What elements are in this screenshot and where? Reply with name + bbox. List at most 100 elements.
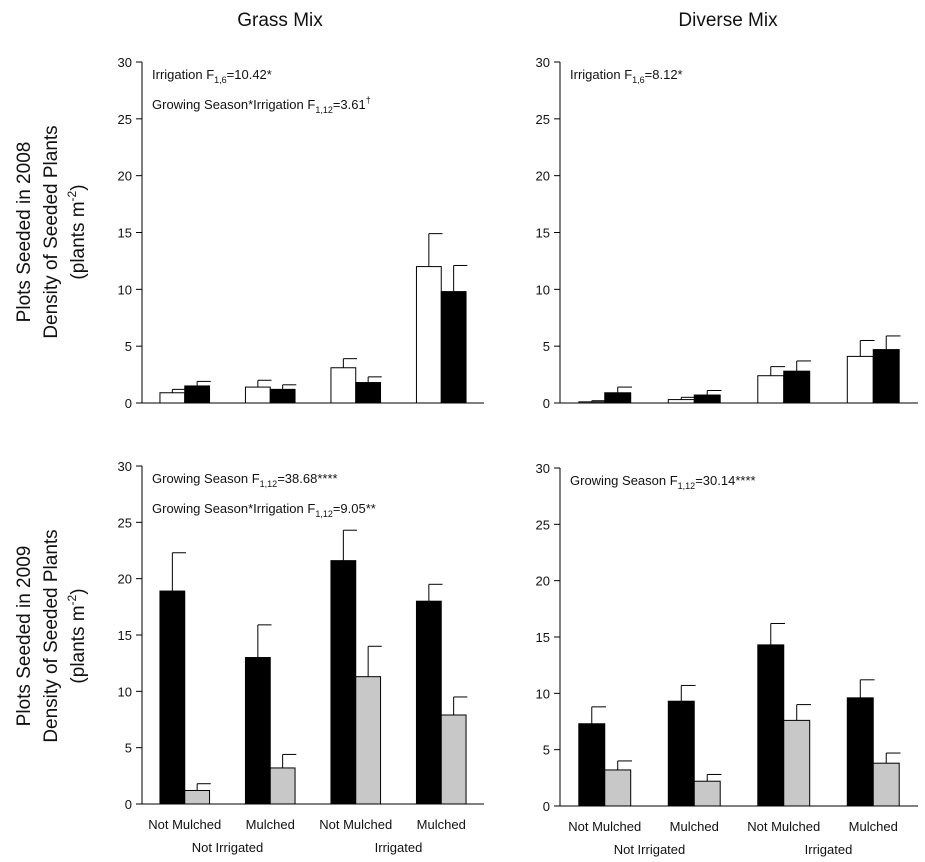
stat-annotation-part: 1,6 [632,75,645,85]
bar [578,723,606,807]
bar [355,382,382,404]
bar [783,719,811,807]
bar [693,780,721,807]
stat-annotation-part: Growing Season*Irrigation F [152,97,315,112]
y-tick-label: 5 [543,339,550,354]
bar [693,394,721,404]
y-tick-label: 5 [543,743,550,758]
y-tick-label: 20 [118,572,132,587]
chart-panel-3: 0 5 10 15 20 25 30 Growing Season F1,12=30.14**… [536,461,918,857]
bar [330,560,357,805]
stat-annotation: Growing Season*Irrigation F1,12=9.05** [152,501,376,519]
bar [783,370,811,404]
bar [330,367,357,404]
bar [415,600,442,805]
stat-annotation-part: =3.61 [333,97,366,112]
y-tick-label: 10 [536,282,550,297]
stat-annotation-part: =9.05** [333,501,376,516]
stat-annotation-part: 1,12 [678,481,696,491]
column-title-diverse-mix: Diverse Mix [678,10,778,31]
y-tick-label: 15 [536,630,550,645]
y-tick-label: 15 [118,628,132,643]
stat-annotation-part: =10.42* [227,67,272,82]
x-category-label: Not Mulched [319,817,392,832]
y-tick-label: 25 [118,112,132,127]
bar [244,657,271,805]
stat-annotation-part: 1,12 [315,509,333,519]
bar [355,676,382,805]
y-tick-label: 10 [118,684,132,699]
bar [244,386,271,404]
x-category-label: Mulched [246,817,295,832]
row-label-2009-line1: Plots Seeded in 2009 [14,546,35,727]
x-category-label: Mulched [670,819,719,834]
x-category-label: Not Mulched [148,817,221,832]
bar [757,375,785,404]
stat-annotation-part: Irrigation F [570,67,632,82]
x-category-label: Not Mulched [568,819,641,834]
bar [757,644,785,807]
stat-annotation: Growing Season*Irrigation F1,12=3.61† [152,95,371,115]
y-tick-label: 15 [118,226,132,241]
y-tick-label: 20 [536,169,550,184]
stat-annotation-part: 1,12 [260,479,278,489]
bar [846,355,874,404]
y-tick-label: 25 [118,515,132,530]
y-tick-label: 15 [536,226,550,241]
bar [269,767,296,805]
y-tick-label: 0 [543,396,550,411]
y-tick-label: 0 [125,797,132,812]
x-category-label: Not Mulched [747,819,820,834]
stat-annotation-part: 1,12 [315,105,333,115]
row-label-2008-line3: (plants m-2) [65,184,89,279]
row-label-2008-line1: Plots Seeded in 2008 [14,142,35,323]
stat-annotation-part: † [366,95,371,105]
row-label-2008-line2: Density of Seeded Plants [41,125,62,338]
bar [440,291,467,404]
y-tick-label: 10 [536,686,550,701]
x-category-label: Mulched [417,817,466,832]
bar [578,401,606,404]
x-category-label: Mulched [849,819,898,834]
y-tick-label: 5 [125,741,132,756]
chart-panels: 0 5 10 15 20 25 30 Irrigation F1,6 =10.42* Growin… [118,55,918,857]
x-group-label: Irrigated [805,842,853,857]
y-tick-label: 10 [118,282,132,297]
stat-annotation-part: =8.12* [645,67,683,82]
stat-annotation: Growing Season F1,12=30.14**** [570,473,756,491]
x-group-label: Irrigated [375,840,423,855]
bar [415,266,442,404]
y-tick-label: 0 [543,799,550,814]
bar [667,700,695,807]
bar [872,349,900,404]
y-tick-label: 30 [118,55,132,70]
bar [872,762,900,807]
y-tick-label: 0 [125,396,132,411]
bar [846,697,874,807]
stat-annotation: Growing Season F1,12=38.68**** [152,471,338,489]
x-group-label: Not Irrigated [614,842,686,857]
stat-annotation-part: Growing Season F [152,471,260,486]
y-tick-label: 5 [125,339,132,354]
stat-annotation: Irrigation F1,6=8.12* [570,67,683,85]
y-tick-label: 25 [536,517,550,532]
bar [184,789,211,805]
bar [440,714,467,805]
stat-annotation-part: Growing Season F [570,473,678,488]
bar [604,769,632,807]
y-tick-label: 30 [536,55,550,70]
chart-panel-0: 0 5 10 15 20 25 30 Irrigation F1,6=10.42* Growin… [118,55,484,411]
bar [184,385,211,404]
y-tick-label: 20 [118,169,132,184]
y-tick-label: 30 [118,459,132,474]
column-title-grass-mix: Grass Mix [237,10,323,31]
y-tick-label: 20 [536,574,550,589]
row-label-2008: Plots Seeded in 2008 Density of Seeded P… [14,125,89,338]
y-tick-label: 25 [536,112,550,127]
bar [269,388,296,404]
bar [159,392,186,404]
bar [667,399,695,404]
stat-annotation-part: =38.68**** [277,471,337,486]
y-tick-label: 30 [536,461,550,476]
